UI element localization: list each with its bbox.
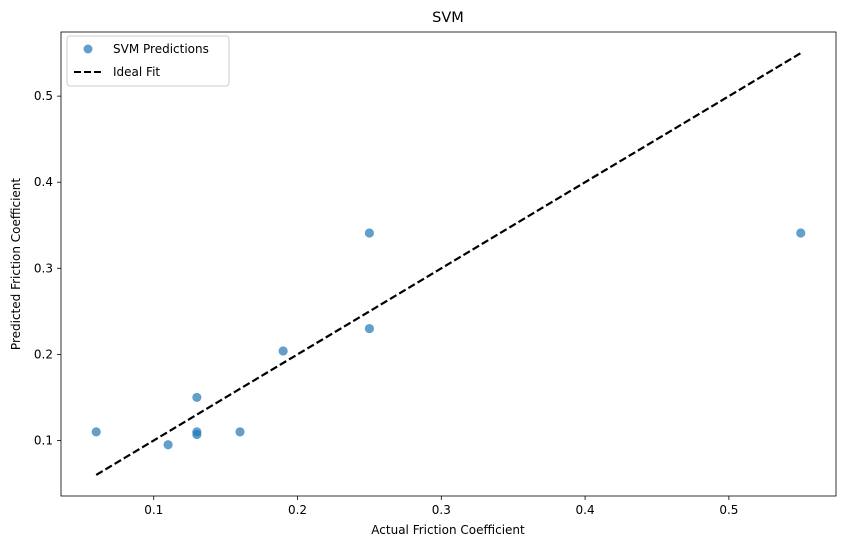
x-tick-label: 0.2 [288, 503, 307, 517]
legend-marker-svm [83, 44, 93, 54]
plot-frame [60, 31, 837, 497]
legend-label-ideal: Ideal Fit [113, 65, 160, 79]
x-tick-label: 0.4 [576, 503, 595, 517]
data-point [796, 228, 806, 238]
y-tick-label: 0.5 [34, 89, 53, 103]
legend-box [66, 35, 230, 87]
x-tick-label: 0.3 [432, 503, 451, 517]
legend: SVM Predictions Ideal Fit [66, 35, 230, 87]
ideal-fit-layer [95, 52, 802, 476]
y-tick-label: 0.4 [34, 175, 53, 189]
y-tick-label: 0.1 [34, 433, 53, 447]
x-axis-label: Actual Friction Coefficient [371, 523, 525, 537]
data-point [278, 346, 288, 356]
data-point [364, 323, 375, 334]
y-axis-ticks: 0.1 0.2 0.3 0.4 0.5 [34, 89, 61, 447]
data-point [91, 427, 101, 437]
x-tick-label: 0.5 [719, 503, 738, 517]
y-tick-label: 0.2 [34, 347, 53, 361]
y-tick-label: 0.3 [34, 261, 53, 275]
y-axis-label: Predicted Friction Coefficient [9, 178, 23, 350]
chart-title: SVM [432, 10, 464, 26]
x-tick-label: 0.1 [144, 503, 163, 517]
data-point [192, 392, 202, 403]
x-axis-ticks: 0.1 0.2 0.3 0.4 0.5 [144, 496, 738, 517]
points-layer [91, 228, 806, 450]
legend-label-svm: SVM Predictions [113, 42, 209, 56]
ideal-fit-line [95, 52, 802, 476]
data-point [192, 429, 202, 440]
data-point [235, 427, 245, 437]
data-point [163, 440, 173, 450]
data-point [364, 228, 375, 238]
